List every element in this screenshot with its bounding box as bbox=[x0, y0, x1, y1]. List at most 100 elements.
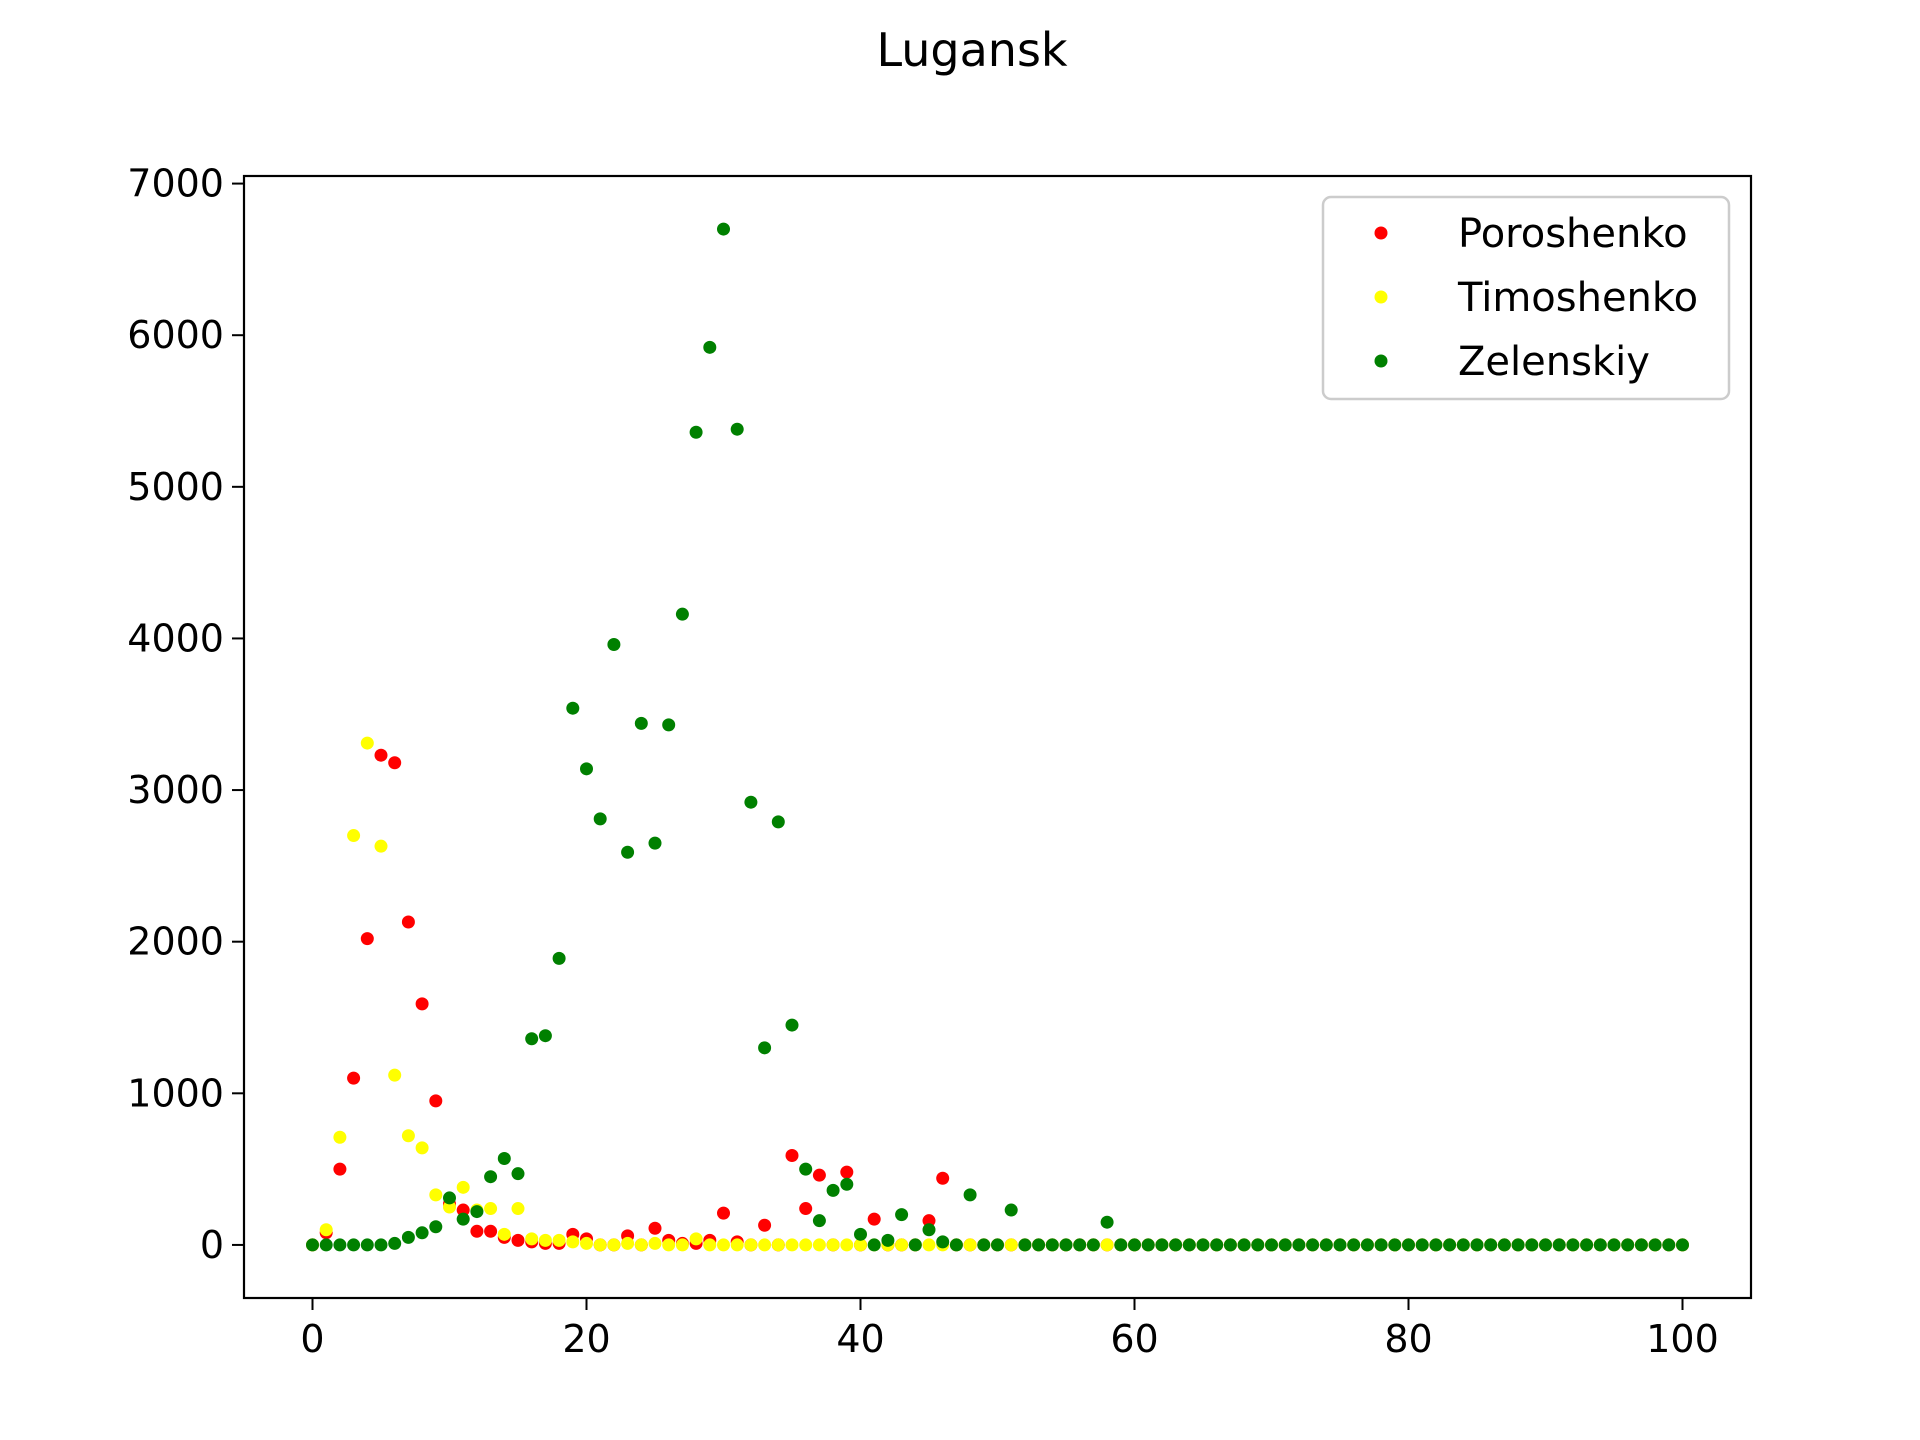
data-point bbox=[511, 1233, 525, 1247]
data-point bbox=[1155, 1238, 1169, 1252]
data-point bbox=[1086, 1238, 1100, 1252]
y-tick-label: 1000 bbox=[127, 1071, 224, 1115]
data-point bbox=[689, 425, 703, 439]
data-point bbox=[1539, 1238, 1552, 1252]
data-point bbox=[785, 1238, 799, 1252]
data-point bbox=[1292, 1238, 1306, 1252]
data-point bbox=[511, 1167, 525, 1181]
data-point bbox=[771, 1238, 785, 1252]
data-point bbox=[1443, 1238, 1457, 1252]
data-point bbox=[812, 1214, 826, 1228]
data-point bbox=[1210, 1238, 1224, 1252]
data-point bbox=[1278, 1238, 1292, 1252]
legend-label: Poroshenko bbox=[1458, 211, 1688, 257]
data-point bbox=[388, 1068, 402, 1082]
x-tick-label: 100 bbox=[1646, 1317, 1719, 1361]
data-point bbox=[415, 1141, 429, 1155]
data-point bbox=[566, 701, 580, 715]
data-point bbox=[1128, 1238, 1141, 1252]
data-point bbox=[840, 1238, 854, 1252]
data-point bbox=[401, 1230, 415, 1244]
data-points bbox=[306, 222, 1689, 1252]
data-point bbox=[662, 718, 676, 732]
data-point bbox=[936, 1171, 950, 1185]
data-point bbox=[401, 1129, 415, 1143]
y-tick-label: 4000 bbox=[127, 616, 224, 660]
data-point bbox=[333, 1238, 347, 1252]
data-point bbox=[456, 1212, 470, 1226]
data-point bbox=[1593, 1238, 1607, 1252]
data-point bbox=[566, 1235, 580, 1249]
data-point bbox=[1360, 1238, 1374, 1252]
legend-marker bbox=[1374, 290, 1388, 304]
data-point bbox=[1415, 1238, 1429, 1252]
data-point bbox=[867, 1212, 881, 1226]
data-point bbox=[1100, 1215, 1114, 1229]
data-point bbox=[497, 1152, 511, 1166]
data-point bbox=[744, 795, 758, 809]
data-point bbox=[717, 1238, 730, 1252]
data-point bbox=[1402, 1238, 1415, 1252]
data-point bbox=[1073, 1238, 1087, 1252]
data-point bbox=[758, 1238, 772, 1252]
data-point bbox=[1497, 1238, 1511, 1252]
data-point bbox=[1388, 1238, 1402, 1252]
data-point bbox=[1470, 1238, 1484, 1252]
data-point bbox=[717, 1206, 730, 1220]
data-point bbox=[497, 1227, 511, 1241]
data-point bbox=[949, 1238, 963, 1252]
x-tick-label: 80 bbox=[1384, 1317, 1432, 1361]
data-point bbox=[785, 1018, 799, 1032]
data-point bbox=[443, 1200, 456, 1214]
y-tick-label: 3000 bbox=[127, 768, 224, 812]
data-point bbox=[1004, 1238, 1018, 1252]
data-point bbox=[429, 1220, 443, 1234]
y-tick-label: 5000 bbox=[127, 465, 224, 509]
legend-label: Timoshenko bbox=[1457, 275, 1698, 321]
data-point bbox=[785, 1148, 799, 1162]
data-point bbox=[895, 1208, 909, 1222]
data-point bbox=[1484, 1238, 1498, 1252]
data-point bbox=[1634, 1238, 1648, 1252]
data-point bbox=[634, 1238, 648, 1252]
data-point bbox=[689, 1232, 703, 1246]
data-point bbox=[1059, 1238, 1073, 1252]
data-point bbox=[347, 1071, 361, 1085]
data-point bbox=[867, 1238, 881, 1252]
data-point bbox=[1265, 1238, 1278, 1252]
data-point bbox=[744, 1238, 758, 1252]
data-point bbox=[826, 1238, 840, 1252]
data-point bbox=[840, 1177, 854, 1191]
data-point bbox=[1607, 1238, 1621, 1252]
data-point bbox=[648, 1236, 662, 1250]
data-point bbox=[1580, 1238, 1594, 1252]
data-point bbox=[799, 1238, 813, 1252]
data-point bbox=[634, 716, 648, 730]
data-point bbox=[538, 1233, 552, 1247]
data-point bbox=[1319, 1238, 1333, 1252]
data-point bbox=[374, 1238, 388, 1252]
data-point bbox=[580, 762, 593, 776]
axis-ticks: 0 20 40 60 80 1000100020003000400050006000700… bbox=[127, 162, 1718, 1361]
data-point bbox=[333, 1130, 347, 1144]
data-point bbox=[881, 1233, 895, 1247]
data-point bbox=[1251, 1238, 1265, 1252]
data-point bbox=[484, 1170, 498, 1184]
data-point bbox=[388, 756, 402, 770]
data-point bbox=[854, 1238, 867, 1252]
data-point bbox=[758, 1041, 772, 1055]
data-point bbox=[936, 1235, 950, 1249]
data-point bbox=[1662, 1238, 1676, 1252]
data-point bbox=[703, 1238, 717, 1252]
data-point bbox=[895, 1238, 909, 1252]
data-point bbox=[799, 1162, 813, 1176]
data-point bbox=[593, 812, 607, 826]
data-point bbox=[991, 1238, 1004, 1252]
data-point bbox=[333, 1162, 347, 1176]
data-point bbox=[607, 638, 621, 652]
data-point bbox=[429, 1188, 443, 1202]
data-point bbox=[360, 1238, 374, 1252]
data-point bbox=[607, 1238, 621, 1252]
data-point bbox=[1306, 1238, 1320, 1252]
